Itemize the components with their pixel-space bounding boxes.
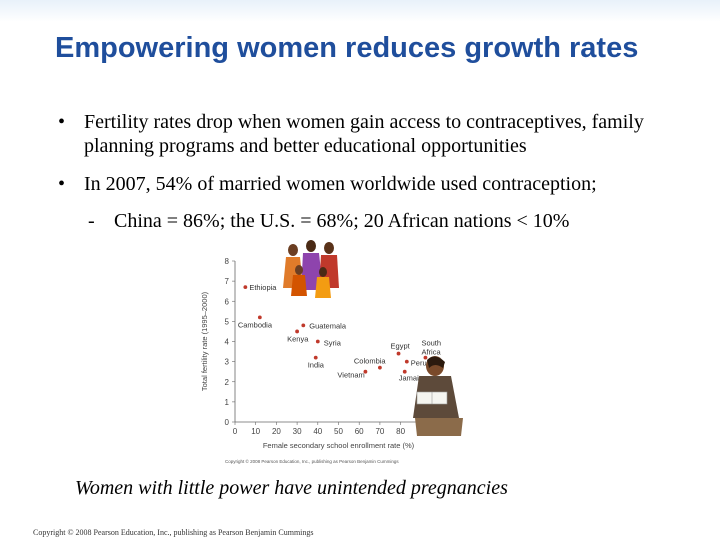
x-tick-label: 0 [233, 427, 238, 436]
data-point [378, 365, 382, 370]
slide-caption: Women with little power have unintended … [75, 477, 508, 499]
y-tick-label: 4 [225, 338, 230, 347]
data-point [423, 355, 428, 360]
data-point [396, 351, 401, 356]
x-tick-label: 40 [313, 427, 322, 436]
data-point-label: Peru [411, 359, 427, 368]
data-point-label: South [421, 339, 441, 348]
x-tick-label: 20 [272, 427, 281, 436]
y-tick-label: 2 [225, 378, 230, 387]
data-point-label: Colombia [354, 357, 387, 366]
data-point-label: Syria [324, 339, 342, 348]
data-point [295, 329, 299, 334]
bullet-fertility: • Fertility rates drop when women gain a… [58, 110, 698, 158]
data-point [402, 369, 407, 374]
data-point [257, 315, 262, 320]
x-tick-label: 80 [396, 427, 405, 436]
y-axis-label: Total fertility rate (1995–2000) [200, 291, 209, 391]
copyright-footer: Copyright © 2008 Pearson Education, Inc.… [33, 528, 314, 537]
x-tick-label: 30 [293, 427, 302, 436]
data-point-label: Kenya [287, 334, 309, 343]
data-point-label: Cambodia [238, 320, 273, 329]
data-point [315, 339, 320, 344]
reading-woman-illustration [413, 356, 463, 436]
data-point [243, 285, 248, 290]
bullet-text: In 2007, 54% of married women worldwide … [84, 173, 597, 195]
data-point-label: Egypt [391, 342, 411, 351]
sub-bullet-marker: - [88, 210, 95, 232]
y-tick-label: 7 [225, 277, 230, 286]
y-tick-label: 3 [225, 358, 230, 367]
y-tick-label: 8 [225, 257, 230, 266]
data-point [404, 359, 409, 364]
data-point-label: Africa [421, 348, 441, 357]
x-tick-label: 70 [375, 427, 384, 436]
y-tick-label: 6 [225, 297, 230, 306]
x-axis-label: Female secondary school enrollment rate … [263, 441, 415, 450]
top-gradient-bar [0, 0, 720, 22]
slide-title: Empowering women reduces growth rates [55, 32, 639, 64]
sub-bullet-text: China = 86%; the U.S. = 68%; 20 African … [114, 210, 570, 232]
bullet-text: Fertility rates drop when women gain acc… [84, 111, 644, 157]
y-tick-label: 1 [225, 398, 230, 407]
bullet-marker: • [58, 173, 66, 195]
chart-copyright: Copyright © 2008 Pearson Education, Inc.… [225, 458, 399, 464]
sub-bullet-country-rates: - China = 86%; the U.S. = 68%; 20 Africa… [88, 209, 708, 233]
bullet-contraception: • In 2007, 54% of married women worldwid… [58, 172, 708, 196]
data-point-label: India [308, 361, 325, 370]
fertility-scatter-chart: 0102030405060708090100012345678Female se… [200, 240, 463, 464]
data-point [301, 323, 306, 328]
data-point-label: Ethiopia [249, 283, 277, 292]
women-group-illustration [283, 240, 339, 298]
y-tick-label: 5 [225, 317, 230, 326]
data-point-label: Jamaica [399, 374, 428, 383]
x-tick-label: 10 [251, 427, 260, 436]
y-tick-label: 0 [225, 418, 230, 427]
x-tick-label: 60 [355, 427, 364, 436]
data-point-label: Guatemala [309, 321, 347, 330]
data-point [363, 369, 368, 374]
x-tick-label: 50 [334, 427, 343, 436]
data-point [313, 355, 318, 360]
bullet-marker: • [58, 111, 66, 133]
data-point-label: Vietnam [337, 371, 364, 380]
